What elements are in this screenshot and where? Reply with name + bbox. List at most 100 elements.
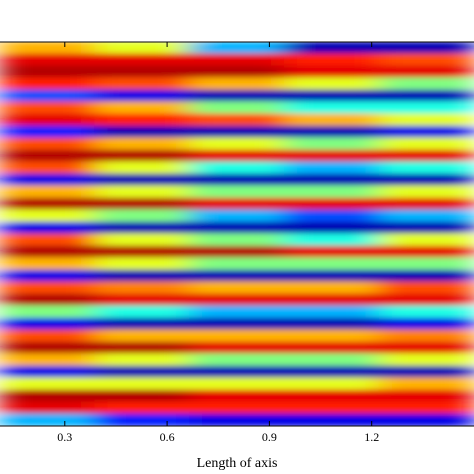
heatmap-cell	[378, 173, 474, 187]
heatmap-cell	[189, 65, 285, 79]
heatmap-cell	[283, 42, 380, 55]
heatmap-cell	[283, 353, 380, 367]
heatmap-field	[0, 42, 474, 426]
heatmap-cell	[283, 305, 380, 319]
heatmap-cell	[94, 317, 191, 331]
heatmap-cell	[0, 317, 96, 331]
heatmap-cell	[189, 257, 285, 271]
heatmap-cell	[94, 185, 191, 199]
heatmap-cell	[283, 365, 380, 379]
heatmap-cell	[0, 353, 96, 367]
heatmap-cell	[94, 89, 191, 103]
heatmap-cell	[94, 269, 191, 283]
x-tick-label: 0.9	[262, 430, 277, 444]
heatmap-cell	[0, 257, 96, 271]
heatmap-cell	[0, 269, 96, 283]
heatmap-cell	[378, 125, 474, 139]
heatmap-cell	[283, 125, 380, 139]
heatmap-cell	[378, 317, 474, 331]
heatmap-cell	[378, 209, 474, 223]
heatmap-cell	[94, 209, 191, 223]
heatmap-cell	[0, 233, 96, 247]
heatmap-cell	[0, 161, 96, 175]
heatmap-cell	[189, 341, 285, 355]
heatmap-cell	[94, 53, 191, 67]
heatmap-cell	[189, 389, 285, 403]
heatmap-cell	[378, 65, 474, 79]
heatmap-cell	[189, 137, 285, 151]
heatmap-cell	[0, 329, 96, 343]
heatmap-cell	[0, 65, 96, 79]
heatmap-cell	[283, 101, 380, 115]
heatmap-cell	[378, 245, 474, 259]
heatmap-cell	[189, 161, 285, 175]
heatmap-cell	[189, 89, 285, 103]
heatmap-cell	[0, 89, 96, 103]
heatmap-cell	[0, 341, 96, 355]
heatmap-cell	[189, 77, 285, 91]
heatmap-cell	[94, 137, 191, 151]
heatmap-cell	[378, 293, 474, 307]
heatmap-cell	[0, 389, 96, 403]
heatmap-cell	[0, 137, 96, 151]
heatmap-cell	[94, 197, 191, 211]
heatmap-cell	[283, 377, 380, 391]
heatmap-cell	[283, 413, 380, 426]
heatmap-cell	[378, 305, 474, 319]
heatmap-cell	[94, 65, 191, 79]
heatmap-cell	[94, 377, 191, 391]
heatmap-cell	[94, 413, 191, 426]
heatmap-cell	[283, 161, 380, 175]
heatmap-cell	[189, 353, 285, 367]
heatmap-cell	[283, 77, 380, 91]
heatmap-cell	[283, 113, 380, 127]
heatmap-cell	[94, 42, 191, 55]
heatmap-cell	[189, 221, 285, 235]
heatmap-cell	[378, 353, 474, 367]
heatmap-cell	[378, 137, 474, 151]
heatmap-cell	[0, 149, 96, 163]
heatmap-cell	[0, 185, 96, 199]
x-axis-label: Length of axis	[197, 456, 278, 471]
heatmap-cell	[378, 89, 474, 103]
heatmap-cell	[94, 113, 191, 127]
heatmap-cell	[283, 173, 380, 187]
heatmap-cell	[189, 317, 285, 331]
heatmap-cell	[189, 113, 285, 127]
heatmap-cell	[283, 209, 380, 223]
heatmap-cell	[0, 125, 96, 139]
heatmap-cell	[94, 77, 191, 91]
heatmap-cell	[94, 149, 191, 163]
heatmap-cell	[378, 53, 474, 67]
heatmap-cell	[94, 305, 191, 319]
heatmap-cell	[378, 377, 474, 391]
heatmap-cell	[378, 101, 474, 115]
heatmap-cell	[283, 341, 380, 355]
heatmap-cell	[0, 197, 96, 211]
heatmap-cell	[378, 233, 474, 247]
heatmap-cell	[189, 413, 285, 426]
heatmap-cell	[0, 173, 96, 187]
heatmap-cell	[283, 197, 380, 211]
heatmap-cell	[283, 221, 380, 235]
heatmap-cell	[283, 233, 380, 247]
heatmap-cell	[283, 269, 380, 283]
heatmap-cell	[283, 137, 380, 151]
heatmap-cell	[189, 245, 285, 259]
heatmap-cell	[189, 233, 285, 247]
heatmap-cell	[0, 293, 96, 307]
heatmap-cell	[0, 53, 96, 67]
heatmap-cell	[0, 209, 96, 223]
heatmap-cell	[189, 209, 285, 223]
heatmap-cell	[283, 281, 380, 295]
heatmap-cell	[189, 173, 285, 187]
heatmap-cell	[0, 377, 96, 391]
heatmap-cell	[94, 125, 191, 139]
heatmap-cell	[0, 77, 96, 91]
x-tick-label: 0.3	[57, 430, 72, 444]
heatmap-cell	[283, 149, 380, 163]
heatmap-cell	[283, 293, 380, 307]
heatmap-cell	[378, 413, 474, 426]
heatmap-cell	[283, 185, 380, 199]
heatmap-cell	[94, 389, 191, 403]
